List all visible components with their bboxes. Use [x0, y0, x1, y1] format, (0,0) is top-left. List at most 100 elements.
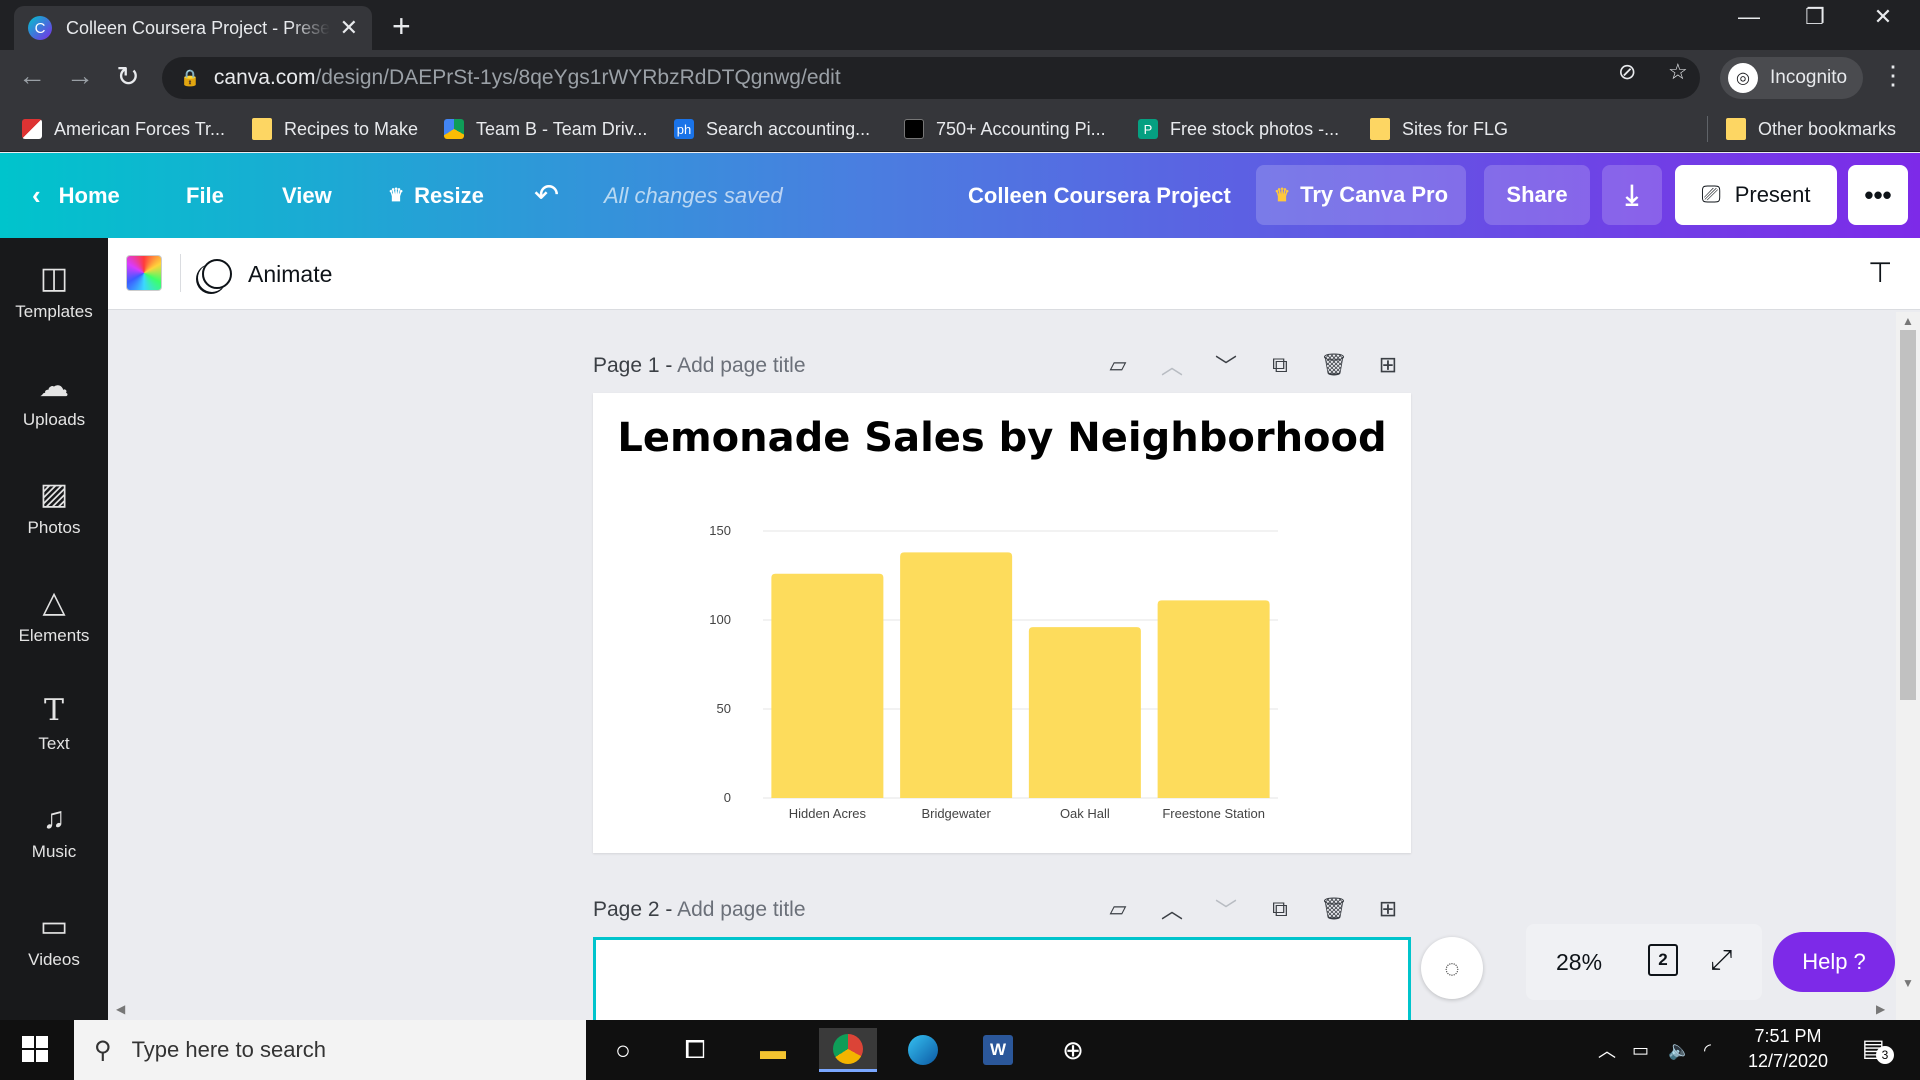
share-button[interactable]: Share — [1484, 165, 1590, 225]
move-up-chevron-icon[interactable]: ︿ — [1160, 898, 1183, 923]
add-page-icon[interactable]: ⊞ — [1378, 352, 1398, 377]
sidebar-item-music[interactable]: ♫ Music — [0, 778, 108, 886]
page-1-tools: ▱ ︿ ﹀ ⧉ 🗑 ⊞ — [1098, 345, 1408, 385]
move-down-chevron-icon[interactable]: ﹀ — [1214, 354, 1237, 379]
paint-roller-icon[interactable]: ⊤ — [1868, 257, 1893, 288]
more-options-icon[interactable]: ••• — [1848, 165, 1908, 225]
move-up-chevron-icon[interactable]: ︿ — [1160, 354, 1183, 379]
page-2-label[interactable]: Page 2 - Add page title — [593, 898, 806, 921]
duplicate-page-icon[interactable]: ⧉ — [1272, 896, 1288, 921]
scroll-up-arrow-icon[interactable]: ▲ — [1902, 314, 1914, 328]
delete-page-icon[interactable]: 🗑 — [1320, 896, 1348, 921]
bookmark-item[interactable]: 750+ Accounting Pi... — [904, 106, 1106, 152]
bookmark-label: American Forces Tr... — [54, 118, 226, 139]
scroll-right-arrow-icon[interactable]: ▶ — [1876, 1002, 1886, 1016]
chrome-icon[interactable] — [819, 1028, 877, 1072]
add-comment-icon[interactable]: ◌ — [1421, 937, 1483, 999]
browser-tab[interactable]: C Colleen Coursera Project - Present ✕ — [14, 6, 372, 50]
page-notes-icon[interactable]: ▱ — [1109, 352, 1127, 377]
browser-menu-icon[interactable]: ⋮ — [1880, 60, 1906, 90]
close-icon[interactable]: ✕ — [339, 15, 358, 40]
bookmark-folder[interactable]: Recipes to Make — [252, 106, 418, 152]
sidebar-item-text[interactable]: T Text — [0, 670, 108, 778]
delete-page-icon[interactable]: 🗑 — [1320, 352, 1348, 377]
windows-start-icon[interactable] — [22, 1036, 48, 1062]
resize-button[interactable]: ♛ Resize — [388, 153, 484, 238]
incognito-icon: ◎ — [1728, 63, 1758, 93]
task-view-icon[interactable]: ⧠ — [684, 1034, 706, 1064]
folder-icon — [1726, 118, 1746, 140]
bookmark-item[interactable]: American Forces Tr... — [22, 106, 225, 152]
word-icon[interactable]: W — [969, 1028, 1027, 1072]
background-color-button[interactable] — [126, 255, 162, 291]
sidebar-item-label: Videos — [28, 950, 80, 969]
duplicate-page-icon[interactable]: ⧉ — [1272, 352, 1288, 377]
back-arrow-icon[interactable]: ← — [18, 60, 46, 91]
search-icon: ⚲ — [94, 1036, 112, 1064]
address-bar[interactable]: 🔒 canva.com/design/DAEPrSt-1ys/8qeYgs1rW… — [162, 57, 1700, 99]
sidebar-item-photos[interactable]: ▨ Photos — [0, 454, 108, 562]
battery-icon[interactable]: ▭ — [1632, 1039, 1650, 1060]
scroll-down-arrow-icon[interactable]: ▼ — [1902, 976, 1914, 990]
sidebar-item-uploads[interactable]: ☁ Uploads — [0, 346, 108, 454]
project-title[interactable]: Colleen Coursera Project — [968, 182, 1231, 208]
fullscreen-expand-icon[interactable]: ⤢ — [1710, 944, 1733, 975]
cortana-icon[interactable]: ○ — [615, 1034, 631, 1065]
bookmark-label: Team B - Team Driv... — [476, 118, 648, 139]
video-icon: ▭ — [39, 910, 69, 943]
reload-icon[interactable]: ↻ — [116, 61, 140, 92]
taskbar-search-box[interactable]: ⚲ Type here to search — [74, 1020, 586, 1080]
page-notes-icon[interactable]: ▱ — [1109, 896, 1127, 921]
other-bookmarks-folder[interactable]: Other bookmarks — [1726, 106, 1896, 152]
present-button[interactable]: ⎚ Present — [1675, 165, 1837, 225]
scroll-left-arrow-icon[interactable]: ◀ — [116, 1002, 126, 1016]
star-icon[interactable]: ☆ — [1668, 59, 1688, 84]
vertical-scrollbar[interactable]: ▲ ▼ — [1896, 312, 1920, 1020]
move-down-chevron-icon[interactable]: ﹀ — [1214, 898, 1237, 923]
try-canva-pro-button[interactable]: ♛ Try Canva Pro — [1256, 165, 1466, 225]
animate-button[interactable]: Animate — [202, 238, 332, 310]
chart-title[interactable]: Lemonade Sales by Neighborhood — [617, 415, 1387, 461]
present-screen-icon: ⎚ — [1701, 181, 1721, 208]
system-clock[interactable]: 7:51 PM 12/7/2020 — [1736, 1024, 1840, 1074]
help-button[interactable]: Help ? — [1773, 932, 1895, 992]
editor-toolbar: Animate ⊤ — [108, 238, 1920, 310]
new-tab-plus-icon[interactable]: + — [392, 8, 411, 44]
page-grid-icon[interactable]: 2 — [1648, 944, 1678, 976]
bar-chart[interactable]: 0 50 100 150 Hidden Acres Bridgewater Oak Hall… — [593, 393, 1411, 853]
home-button[interactable]: ‹ Home — [32, 153, 120, 238]
scrollbar-thumb[interactable] — [1900, 330, 1916, 700]
sidebar-item-elements[interactable]: △ Elements — [0, 562, 108, 670]
horizontal-scrollbar[interactable]: ◀ ▶ — [108, 1000, 1896, 1020]
flag-icon — [22, 119, 42, 139]
wifi-icon[interactable]: ◜ — [1704, 1039, 1711, 1060]
file-menu[interactable]: File — [186, 182, 224, 208]
clock-time: 7:51 PM — [1754, 1026, 1822, 1046]
file-explorer-icon[interactable]: ▬ — [760, 1034, 786, 1065]
bookmark-item[interactable]: ph Search accounting... — [674, 106, 870, 152]
bookmark-item[interactable]: Team B - Team Driv... — [444, 106, 647, 152]
globe-icon[interactable]: ⊕ — [1062, 1034, 1084, 1065]
sidebar-item-templates[interactable]: ◫ Templates — [0, 238, 108, 346]
minimize-icon[interactable]: — — [1738, 4, 1760, 29]
tray-chevron-icon[interactable]: ︿ — [1598, 1041, 1616, 1061]
zoom-level[interactable]: 28% — [1556, 948, 1603, 975]
notification-center-icon[interactable]: ▤ 3 — [1862, 1034, 1894, 1064]
bookmark-item[interactable]: P Free stock photos -... — [1138, 106, 1339, 152]
volume-icon[interactable]: 🔈 — [1668, 1039, 1691, 1060]
page-2-canvas[interactable] — [593, 937, 1411, 1020]
sidebar-item-videos[interactable]: ▭ Videos — [0, 886, 108, 994]
restore-icon[interactable]: ❐ — [1805, 4, 1825, 29]
forward-arrow-icon[interactable]: → — [66, 60, 94, 91]
download-icon[interactable]: ⤓ — [1602, 165, 1662, 225]
page-1-canvas[interactable]: Lemonade Sales by Neighborhood 0 50 100 150… — [593, 393, 1411, 853]
bookmark-folder[interactable]: Sites for FLG — [1370, 106, 1508, 152]
eye-off-icon[interactable]: ⊘ — [1618, 59, 1637, 84]
undo-icon[interactable]: ↶ — [534, 179, 560, 212]
page-1-label[interactable]: Page 1 - Add page title — [593, 354, 806, 377]
window-close-icon[interactable]: ✕ — [1873, 4, 1893, 29]
edge-icon[interactable] — [894, 1028, 952, 1072]
view-menu[interactable]: View — [282, 182, 332, 208]
add-page-icon[interactable]: ⊞ — [1378, 896, 1398, 921]
incognito-button[interactable]: ◎ Incognito — [1720, 57, 1864, 99]
